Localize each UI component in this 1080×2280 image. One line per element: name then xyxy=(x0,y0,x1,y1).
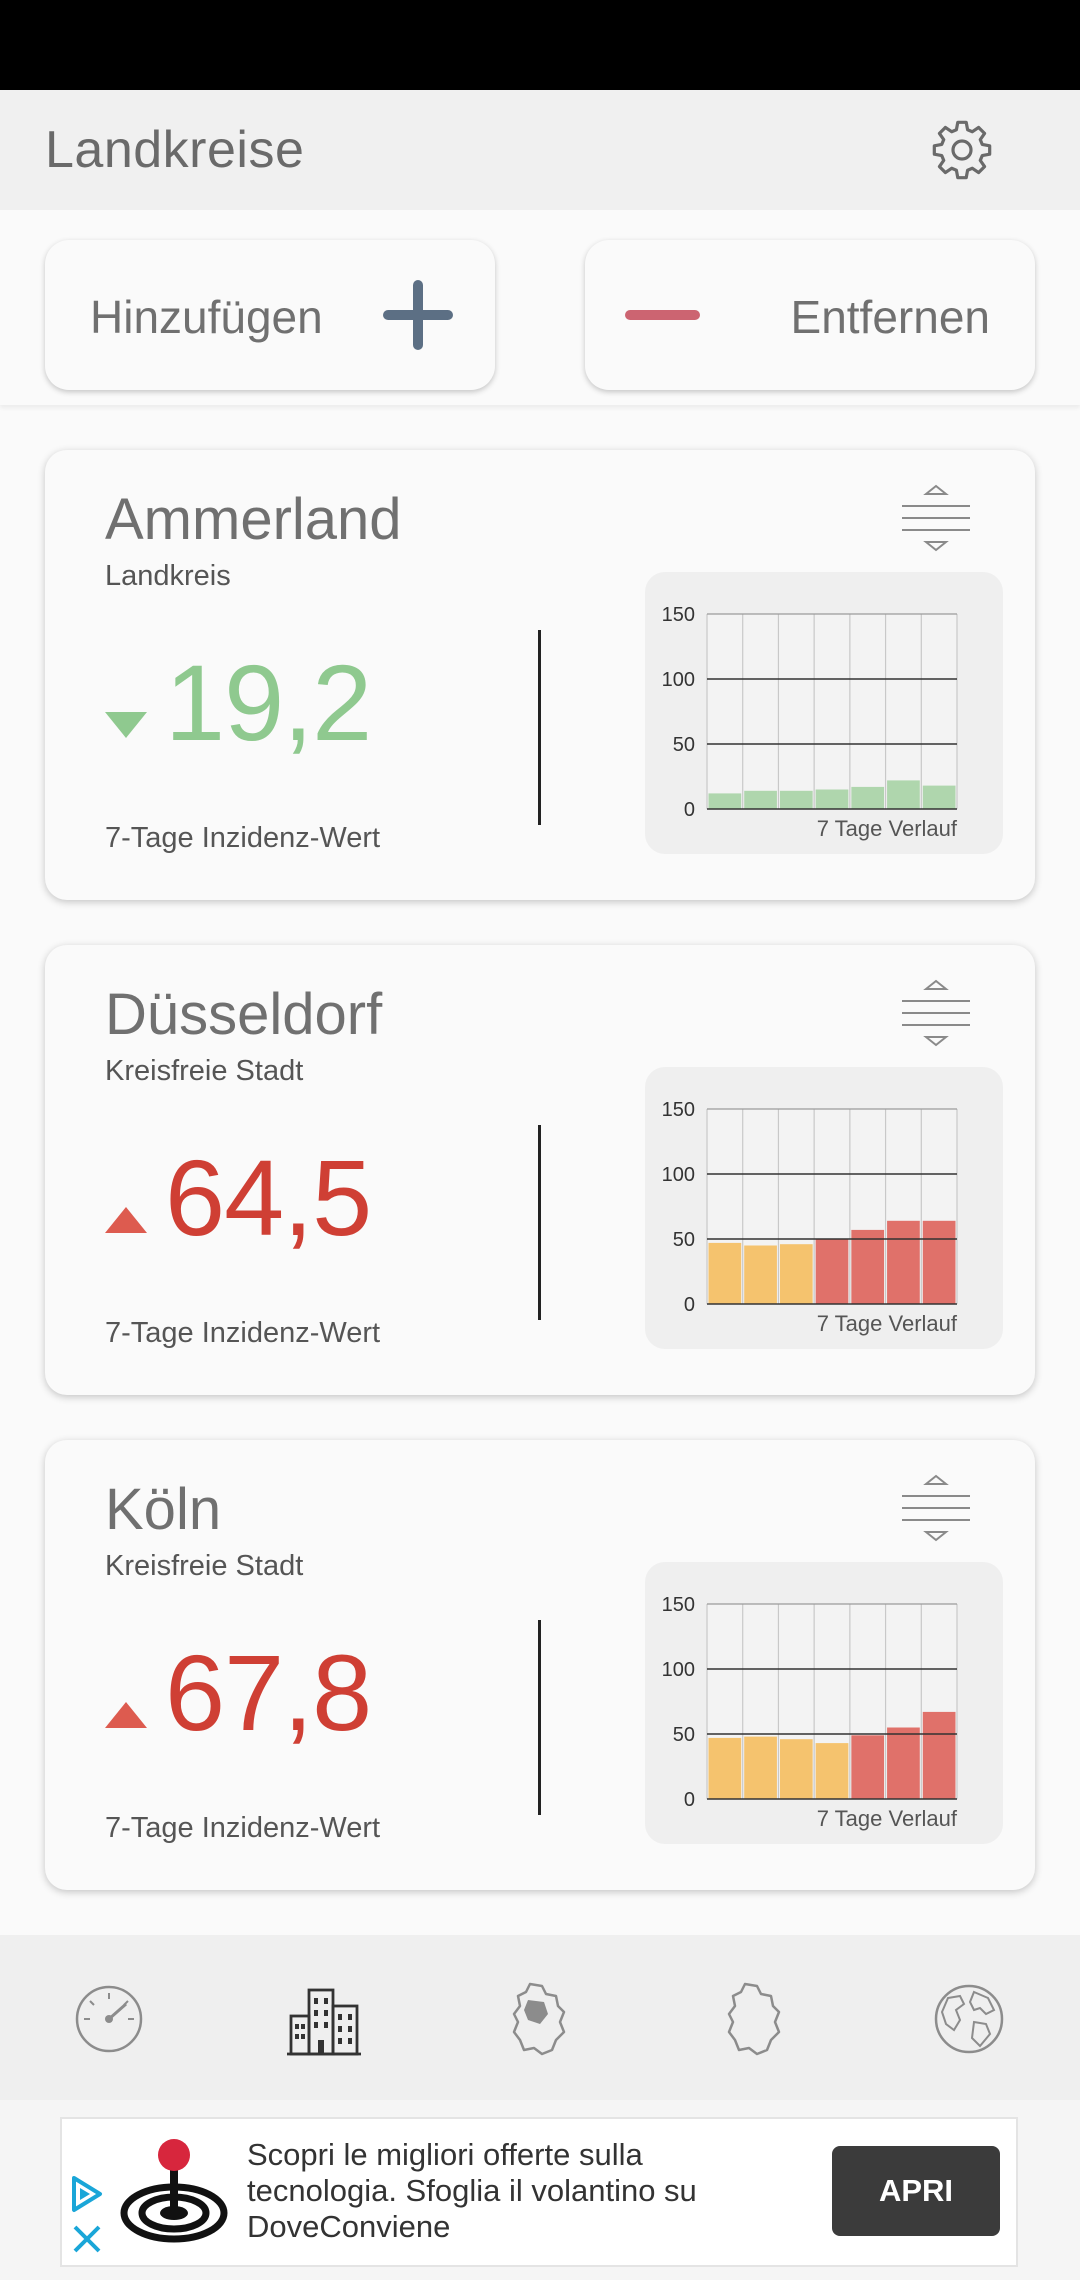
bar xyxy=(851,786,885,809)
y-tick-label: 0 xyxy=(684,1789,695,1811)
joystick-target-logo xyxy=(120,2139,228,2243)
ad-text: Scopri le migliori offerte sulla tecnolo… xyxy=(247,2137,697,2244)
bar xyxy=(708,1737,742,1799)
bar xyxy=(779,790,813,809)
germany-map-icon xyxy=(727,1982,781,2056)
state-map-icon xyxy=(512,1982,566,2056)
bar xyxy=(779,1739,813,1799)
bar xyxy=(779,1244,813,1304)
district-type: Landkreis xyxy=(105,560,231,592)
minus-icon xyxy=(625,310,700,320)
ad-banner: Scopri le migliori offerte sulla tecnolo… xyxy=(0,2100,1080,2280)
bottom-navigation xyxy=(0,1935,1080,2100)
bar-chart: 0 50 100 150 7 Tage Verlauf xyxy=(662,1099,958,1336)
incidence-value: 67,8 xyxy=(165,1632,372,1753)
ad-choices-icon[interactable] xyxy=(66,2174,106,2214)
incidence-caption: 7-Tage Inzidenz-Wert xyxy=(105,1812,381,1844)
trend-up-icon xyxy=(105,1702,147,1728)
x-axis-label: 7 Tage Verlauf xyxy=(817,816,958,841)
nav-state[interactable] xyxy=(500,1980,578,2058)
remove-button[interactable]: Entfernen xyxy=(585,240,1035,390)
ad-open-button[interactable]: APRI xyxy=(832,2146,1000,2236)
divider xyxy=(538,1125,541,1320)
globe-icon xyxy=(934,1984,1004,2054)
bar xyxy=(744,790,777,809)
divider xyxy=(538,1620,541,1815)
bar xyxy=(851,1735,885,1799)
y-tick-label: 150 xyxy=(662,1594,695,1616)
bar xyxy=(815,1239,849,1304)
reorder-icon[interactable] xyxy=(900,478,972,558)
district-card[interactable]: Köln Kreisfreie Stadt 67,8 7-Tage Inzide… xyxy=(45,1440,1035,1890)
remove-button-label: Entfernen xyxy=(790,291,990,343)
district-card[interactable]: Ammerland Landkreis 19,2 7-Tage Inzidenz… xyxy=(45,450,1035,900)
district-card[interactable]: Düsseldorf Kreisfreie Stadt 64,5 7-Tage … xyxy=(45,945,1035,1395)
x-axis-label: 7 Tage Verlauf xyxy=(817,1806,958,1831)
y-tick-label: 0 xyxy=(684,799,695,821)
bar xyxy=(744,1245,777,1304)
speedometer-icon xyxy=(75,1985,143,2053)
reorder-icon[interactable] xyxy=(900,1468,972,1548)
y-tick-label: 50 xyxy=(673,1724,695,1746)
bar xyxy=(922,1220,956,1304)
reorder-icon[interactable] xyxy=(900,973,972,1053)
nav-world[interactable] xyxy=(930,1980,1008,2058)
y-tick-label: 50 xyxy=(673,1229,695,1251)
incidence-caption: 7-Tage Inzidenz-Wert xyxy=(105,1317,381,1349)
nav-germany[interactable] xyxy=(715,1980,793,2058)
trend-down-icon xyxy=(105,712,147,738)
seven-day-chart: 0 50 100 150 7 Tage Verlauf xyxy=(645,572,1003,854)
status-bar xyxy=(0,0,1080,90)
incidence-caption: 7-Tage Inzidenz-Wert xyxy=(105,822,381,854)
gear-icon xyxy=(932,120,992,180)
district-type: Kreisfreie Stadt xyxy=(105,1055,304,1087)
bar xyxy=(851,1229,885,1304)
divider xyxy=(538,630,541,825)
incidence-value: 64,5 xyxy=(165,1137,372,1258)
seven-day-chart: 0 50 100 150 7 Tage Verlauf xyxy=(645,1562,1003,1844)
y-tick-label: 50 xyxy=(673,734,695,756)
ad-box[interactable]: Scopri le migliori offerte sulla tecnolo… xyxy=(60,2117,1018,2267)
bar xyxy=(922,785,956,809)
bar xyxy=(887,1220,920,1304)
city-buildings-icon xyxy=(287,1988,361,2056)
bar xyxy=(887,1727,920,1799)
district-type: Kreisfreie Stadt xyxy=(105,1550,304,1582)
plus-icon xyxy=(383,280,453,350)
seven-day-chart: 0 50 100 150 7 Tage Verlauf xyxy=(645,1067,1003,1349)
bar xyxy=(815,789,849,809)
bar xyxy=(922,1711,956,1799)
incidence-value: 19,2 xyxy=(165,642,372,763)
bar xyxy=(815,1743,849,1799)
bar xyxy=(744,1736,777,1799)
y-tick-label: 100 xyxy=(662,669,695,691)
y-tick-label: 100 xyxy=(662,1659,695,1681)
y-tick-label: 150 xyxy=(662,1099,695,1121)
close-icon[interactable] xyxy=(67,2219,107,2259)
y-tick-label: 150 xyxy=(662,604,695,626)
x-axis-label: 7 Tage Verlauf xyxy=(817,1311,958,1336)
add-button[interactable]: Hinzufügen xyxy=(45,240,495,390)
nav-dashboard[interactable] xyxy=(70,1980,148,2058)
plot-area xyxy=(707,614,957,809)
bar xyxy=(708,1242,742,1304)
bar-chart: 0 50 100 150 7 Tage Verlauf xyxy=(662,604,958,841)
bar xyxy=(887,780,920,809)
settings-button[interactable] xyxy=(930,118,994,182)
district-name: Ammerland xyxy=(105,487,402,552)
district-name: Düsseldorf xyxy=(105,982,383,1047)
y-tick-label: 0 xyxy=(684,1294,695,1316)
y-tick-label: 100 xyxy=(662,1164,695,1186)
action-bar: Hinzufügen Entfernen xyxy=(0,210,1080,405)
app-header: Landkreise xyxy=(0,90,1080,210)
trend-up-icon xyxy=(105,1207,147,1233)
nav-districts[interactable] xyxy=(285,1980,363,2058)
page-title: Landkreise xyxy=(45,121,305,179)
district-name: Köln xyxy=(105,1477,222,1542)
add-button-label: Hinzufügen xyxy=(90,291,323,343)
bar xyxy=(708,793,742,809)
bar-chart: 0 50 100 150 7 Tage Verlauf xyxy=(662,1594,958,1831)
